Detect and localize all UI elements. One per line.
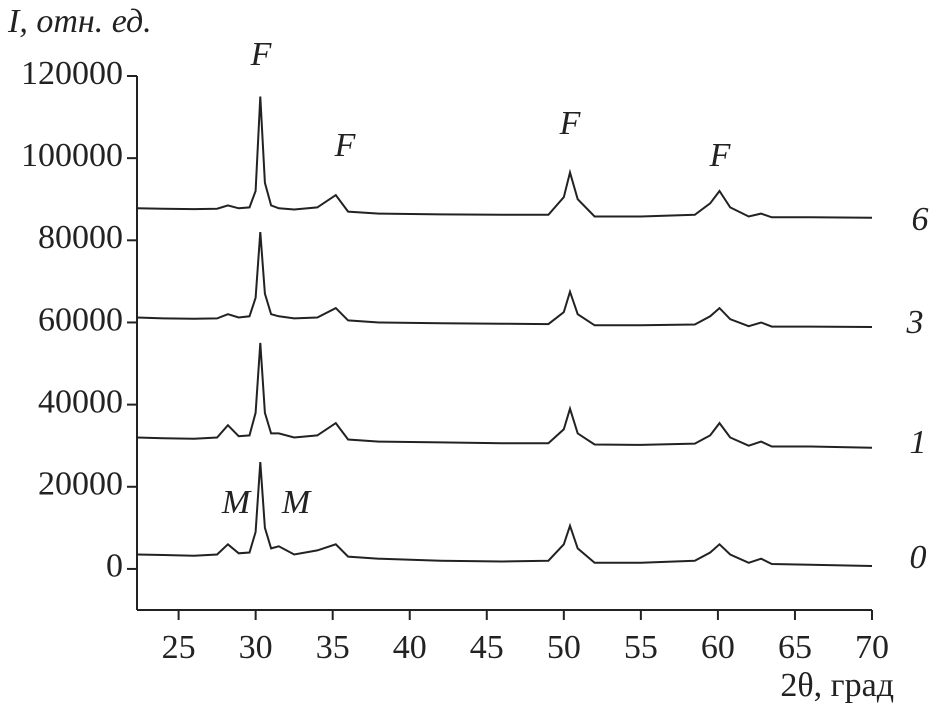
x-tick-label: 25 [162,629,196,666]
peak-annotation: M [281,484,312,521]
y-axis-label: I, отн. ед. [7,3,152,40]
x-axis-label: 2θ, град [780,667,894,704]
series-label: 3 [906,304,924,341]
x-tick-label: 40 [393,629,427,666]
x-tick-label: 55 [624,629,658,666]
y-tick-label: 120000 [21,55,123,92]
x-tick-label: 45 [470,629,504,666]
y-tick-label: 0 [106,548,123,585]
peak-annotation: F [250,36,273,73]
series-label: 0 [910,539,927,576]
series-label: 1 [910,424,927,461]
x-tick-label: 65 [778,629,812,666]
x-tick-label: 50 [547,629,581,666]
series-line [136,232,873,328]
peak-annotation: F [334,127,357,164]
y-tick-label: 60000 [38,301,123,338]
x-tick-label: 30 [239,629,273,666]
x-tick-label: 70 [855,629,889,666]
x-tick-label: 35 [316,629,350,666]
peak-annotation: M [221,484,252,521]
y-tick-label: 40000 [38,383,123,420]
series-line [136,96,873,219]
y-tick-label: 20000 [38,466,123,503]
series-line [136,342,873,449]
series-label: 6 [912,201,929,238]
peak-annotation: F [559,105,582,142]
peak-annotation: F [709,137,732,174]
y-tick-label: 100000 [21,137,123,174]
series-line [136,462,873,567]
x-tick-label: 60 [701,629,735,666]
y-tick-label: 80000 [38,219,123,256]
